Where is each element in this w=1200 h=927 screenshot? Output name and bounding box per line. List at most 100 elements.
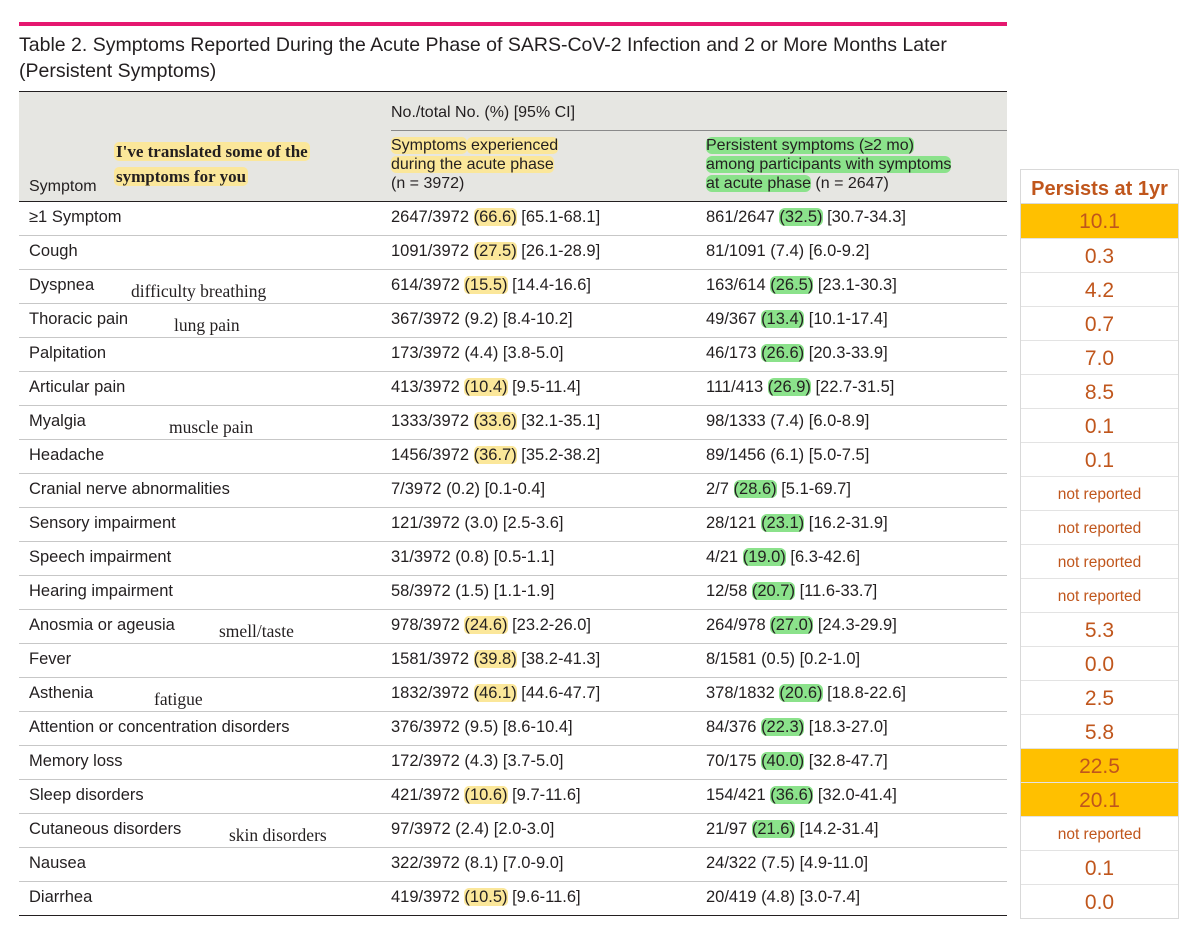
translation-note: I've translated some of the symptoms for… [114, 139, 339, 189]
symptom-name: Headache [29, 446, 105, 464]
title-top-rule [19, 22, 1007, 26]
table-row: Nausea 322/3972 (8.1) [7.0-9.0] 24/322 (7.… [19, 848, 1007, 882]
persistent-count: 8/1581 [706, 650, 762, 668]
acute-ci: [23.2-26.0] [507, 616, 591, 634]
acute-percent: (15.5) [464, 276, 508, 294]
acute-phase-value: 58/3972 (1.5) [1.1-1.9] [391, 582, 554, 601]
persistent-ci: [4.9-11.0] [795, 854, 869, 872]
symptom-name: Cough [29, 242, 78, 260]
acute-count: 1091/3972 [391, 242, 474, 260]
persistent-count: 4/21 [706, 548, 743, 566]
persists-at-1yr-value: not reported [1021, 476, 1178, 510]
acute-count: 1333/3972 [391, 412, 474, 430]
acute-count: 121/3972 [391, 514, 465, 532]
acute-percent: (8.1) [464, 854, 499, 872]
acute-header-highlight-2: during the acute phase [391, 156, 554, 173]
persistent-percent: (7.5) [761, 854, 795, 872]
persistent-count: 2/7 [706, 480, 734, 498]
acute-ci: [32.1-35.1] [516, 412, 601, 430]
persists-at-1yr-value: 10.1 [1021, 204, 1178, 238]
acute-percent: (4.4) [464, 344, 499, 362]
persistent-ci: [24.3-29.9] [813, 616, 897, 634]
acute-count: 173/3972 [391, 344, 465, 362]
persists-at-1yr-value: 5.3 [1021, 612, 1178, 646]
persistent-column-header: Persistent symptoms (≥2 mo) among partic… [706, 136, 1006, 193]
acute-percent: (9.2) [464, 310, 499, 328]
persistent-value: 154/421 (36.6) [32.0-41.4] [706, 786, 897, 805]
column-group-divider [391, 130, 1007, 131]
persistent-count: 98/1333 [706, 412, 771, 430]
acute-percent: (10.6) [464, 786, 508, 804]
acute-count: 58/3972 [391, 582, 456, 600]
persistent-value: 4/21 (19.0) [6.3-42.6] [706, 548, 860, 567]
persistent-percent: (26.9) [767, 378, 811, 396]
acute-percent: (9.5) [464, 718, 499, 736]
acute-phase-value: 1832/3972 (46.1) [44.6-47.7] [391, 684, 600, 703]
persistent-value: 24/322 (7.5) [4.9-11.0] [706, 854, 868, 873]
persistent-value: 8/1581 (0.5) [0.2-1.0] [706, 650, 860, 669]
persistent-ci: [6.3-42.6] [785, 548, 861, 566]
persistent-value: 861/2647 (32.5) [30.7-34.3] [706, 208, 906, 227]
persistent-ci: [3.0-7.4] [795, 888, 861, 906]
acute-ci: [0.5-1.1] [489, 548, 555, 566]
acute-ci: [1.1-1.9] [489, 582, 555, 600]
persistent-ci: [16.2-31.9] [804, 514, 888, 532]
symptom-name: Thoracic pain [29, 310, 129, 328]
acute-phase-value: 322/3972 (8.1) [7.0-9.0] [391, 854, 563, 873]
acute-phase-value: 978/3972 (24.6) [23.2-26.0] [391, 616, 591, 635]
persists-at-1yr-value: 7.0 [1021, 340, 1178, 374]
table-body: ≥1 Symptom 2647/3972 (66.6) [65.1-68.1] 86… [19, 202, 1007, 916]
acute-n: (n = 3972) [391, 175, 465, 192]
persistent-percent: (20.7) [751, 582, 795, 600]
persists-at-1yr-value: 0.1 [1021, 408, 1178, 442]
persistent-count: 163/614 [706, 276, 771, 294]
symptom-name: ≥1 Symptom [29, 208, 122, 226]
persistent-percent: (40.0) [761, 752, 805, 770]
acute-percent: (1.5) [455, 582, 490, 600]
acute-percent: (27.5) [473, 242, 517, 260]
persistent-ci: [5.1-69.7] [776, 480, 851, 498]
acute-ci: [8.6-10.4] [498, 718, 573, 736]
persistent-count: 89/1456 [706, 446, 771, 464]
persistent-value: 49/367 (13.4) [10.1-17.4] [706, 310, 888, 329]
persists-at-1yr-column: Persists at 1yr 10.1 0.3 4.2 0.7 7.0 8.5 0.1 0.… [1020, 169, 1179, 919]
acute-count: 7/3972 [391, 480, 447, 498]
symptom-name: Palpitation [29, 344, 107, 362]
persistent-header-highlight-3: at acute phase [706, 175, 811, 192]
acute-ci: [26.1-28.9] [516, 242, 601, 260]
acute-ci: [0.1-0.4] [480, 480, 546, 498]
persistent-ci: [14.2-31.4] [794, 820, 879, 838]
symptom-name: Attention or concentration disorders [29, 718, 290, 736]
acute-count: 413/3972 [391, 378, 465, 396]
persists-at-1yr-value: not reported [1021, 510, 1178, 544]
acute-ci: [65.1-68.1] [516, 208, 601, 226]
persistent-count: 49/367 [706, 310, 762, 328]
persistent-percent: (0.5) [761, 650, 795, 668]
table-row: Palpitation 173/3972 (4.4) [3.8-5.0] 46/17… [19, 338, 1007, 372]
persistent-percent: (26.5) [770, 276, 814, 294]
symptom-name: Diarrhea [29, 888, 93, 906]
persists-at-1yr-value: 0.3 [1021, 238, 1178, 272]
symptom-name: Sleep disorders [29, 786, 144, 804]
symptom-translation: fatigue [154, 689, 203, 709]
acute-phase-value: 1456/3972 (36.7) [35.2-38.2] [391, 446, 600, 465]
acute-percent: (10.4) [464, 378, 508, 396]
acute-percent: (2.4) [455, 820, 490, 838]
persistent-count: 20/419 [706, 888, 762, 906]
persistent-value: 98/1333 (7.4) [6.0-8.9] [706, 412, 869, 431]
acute-percent: (4.3) [464, 752, 499, 770]
acute-percent: (0.2) [446, 480, 480, 498]
persistent-value: 264/978 (27.0) [24.3-29.9] [706, 616, 897, 635]
acute-ci: [9.6-11.6] [507, 888, 581, 906]
table-row: Cutaneous disorders skin disorders 97/3972… [19, 814, 1007, 848]
persistent-count: 28/121 [706, 514, 762, 532]
column-group-header: No./total No. (%) [95% CI] [391, 104, 576, 121]
acute-phase-value: 413/3972 (10.4) [9.5-11.4] [391, 378, 581, 397]
acute-ci: [14.4-16.6] [507, 276, 591, 294]
persistent-ci: [18.3-27.0] [804, 718, 888, 736]
symptom-column-header: Symptom [29, 178, 97, 195]
persistent-count: 24/322 [706, 854, 762, 872]
persistent-percent: (13.4) [761, 310, 805, 328]
acute-phase-value: 7/3972 (0.2) [0.1-0.4] [391, 480, 545, 499]
persistent-percent: (4.8) [761, 888, 795, 906]
